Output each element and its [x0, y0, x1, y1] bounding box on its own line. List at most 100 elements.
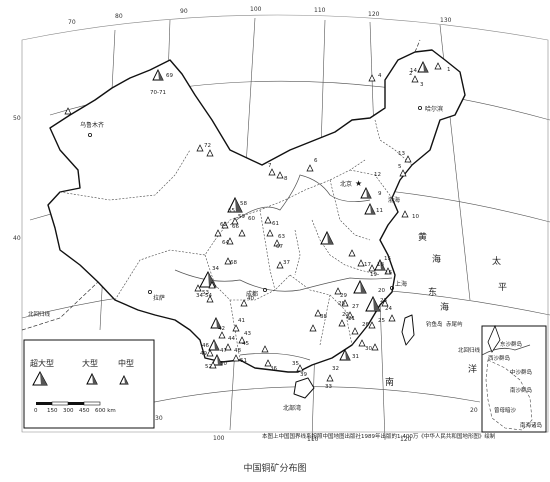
- scale-tick-4: 600 km: [95, 408, 116, 414]
- deposit-label: 30: [365, 346, 372, 352]
- city-chengdu: 成都: [246, 290, 258, 298]
- lon-label-110: 110: [314, 7, 326, 14]
- deposit-number-labels: 1 2 3 4 5 6 7 8 9 10 11 12 13 14 15 16 1…: [150, 67, 451, 390]
- deposit-triangle-medium-icon: [64, 62, 442, 382]
- deposit-label: 11: [376, 208, 383, 214]
- deposit-label: 2: [409, 71, 413, 77]
- legend-medium-label: 中型: [118, 358, 134, 368]
- deposit-label: 60: [248, 216, 255, 222]
- deposit-triangle-super-large-icon: [353, 279, 367, 294]
- label-nansha: 南沙群岛: [510, 386, 533, 394]
- deposit-label: 25: [378, 318, 385, 324]
- scale-tick-1: 150: [47, 408, 58, 414]
- lon-label-100: 100: [250, 6, 262, 13]
- deposit-markers: [64, 60, 442, 382]
- deposit-triangle-large-icon: [417, 60, 429, 73]
- deposit-label: 34-54: [196, 293, 212, 299]
- deposit-label: 33: [325, 384, 332, 390]
- deposit-label: 67: [276, 244, 283, 250]
- sea-labels: 渤海 黄 海 东 海 太 平 洋 南: [385, 196, 507, 388]
- deposit-triangle-large-icon: [374, 258, 386, 271]
- lon-label-bottom-110: 110: [307, 436, 319, 443]
- deposit-label: 9: [378, 191, 382, 197]
- scale-tick-2: 300: [63, 408, 74, 414]
- city-dot-icon: [262, 287, 267, 292]
- deposit-label: 51: [240, 358, 247, 364]
- rivers: [174, 174, 393, 361]
- lon-label-70: 70: [68, 19, 76, 26]
- city-markers: 乌鲁木齐 ★ 北京 成都 上海 拉萨 哈尔滨 北部湾: [80, 105, 443, 412]
- deposit-label: 37: [283, 260, 290, 266]
- label-zhongsha: 中沙群岛: [510, 368, 533, 376]
- deposit-label: 6: [314, 158, 318, 164]
- deposit-triangle-large-icon: [360, 186, 372, 199]
- city-dot-icon: [88, 132, 93, 137]
- label-tropic-cancer-east: 北回归线: [458, 346, 481, 354]
- deposit-label: 19: [370, 272, 377, 278]
- city-shanghai: 上海: [395, 280, 407, 288]
- deposit-label: 47: [220, 348, 227, 354]
- deposit-label: 34: [212, 266, 219, 272]
- sea-huang-hai: 海: [432, 253, 441, 265]
- scale-bar: 0 150 300 450 600 km: [34, 401, 116, 414]
- deposit-label: 20: [378, 288, 385, 294]
- sea-huang: 黄: [418, 231, 427, 243]
- lon-label-bottom-100: 100: [213, 435, 225, 442]
- deposit-label: 4: [378, 73, 382, 79]
- label-zengmuansha: 曾母暗沙: [494, 406, 517, 414]
- deposit-label: 59: [238, 214, 245, 220]
- deposit-label: 1: [447, 67, 451, 73]
- deposit-label: 12: [374, 172, 381, 178]
- lat-label-20: 20: [470, 407, 478, 414]
- lat-label-40: 40: [13, 235, 21, 242]
- scale-tick-0: 0: [34, 408, 38, 414]
- deposit-label: 28: [338, 301, 345, 307]
- deposit-label: 3: [420, 82, 424, 88]
- deposit-label: 27: [352, 304, 359, 310]
- deposit-label: 43: [244, 331, 251, 337]
- city-urumqi: 乌鲁木齐: [80, 121, 104, 129]
- map-caption: 中国铜矿分布图: [243, 464, 307, 474]
- lon-label-90: 90: [180, 8, 188, 15]
- label-dongsha: 东沙群岛: [500, 340, 523, 348]
- label-tropic-cancer-west: 北回归线: [28, 310, 51, 318]
- deposit-label: 42: [218, 326, 225, 332]
- city-dot-icon: [389, 285, 394, 290]
- deposit-label: 23: [380, 298, 387, 304]
- deposit-label: 10: [412, 214, 419, 220]
- deposit-label: 40: [247, 296, 254, 302]
- deposit-label: 63: [278, 234, 285, 240]
- deposit-label: 16: [385, 270, 392, 276]
- deposit-triangle-large-icon: [152, 68, 164, 81]
- label-beibu-gulf: 北部湾: [283, 404, 301, 412]
- deposit-label: 22: [342, 312, 349, 318]
- scale-tick-3: 450: [79, 408, 90, 414]
- deposit-label: 13: [398, 151, 405, 157]
- deposit-label: 35: [292, 361, 299, 367]
- deposit-label: 14: [410, 68, 417, 74]
- legend-large-label: 大型: [82, 358, 98, 368]
- hainan-island: [293, 377, 315, 399]
- legend-super-large-triangle-icon: [32, 370, 48, 386]
- deposit-label: 68: [230, 260, 237, 266]
- deposit-label: 46: [202, 343, 209, 349]
- deposit-triangle-super-large-icon: [227, 196, 243, 213]
- deposit-label: 36: [270, 366, 277, 372]
- south-china-sea-inset: [481, 324, 547, 433]
- legend-super-large-label: 超大型: [30, 358, 54, 368]
- deposit-label: 53: [202, 290, 209, 296]
- label-chiweiyu: 赤尾屿: [446, 320, 463, 328]
- city-lhasa: 拉萨: [153, 294, 165, 302]
- deposit-label: 49: [200, 351, 207, 357]
- lat-label-50: 50: [13, 115, 21, 122]
- sea-nan: 南: [385, 376, 394, 388]
- deposit-label: 45: [242, 341, 249, 347]
- sea-dong: 东: [428, 286, 437, 298]
- deposit-triangle-super-large-icon: [320, 230, 334, 245]
- deposit-label: 64: [222, 240, 229, 246]
- deposit-label: 24: [385, 306, 392, 312]
- deposit-label: 41: [238, 318, 245, 324]
- legend-large-triangle-icon: [86, 372, 98, 385]
